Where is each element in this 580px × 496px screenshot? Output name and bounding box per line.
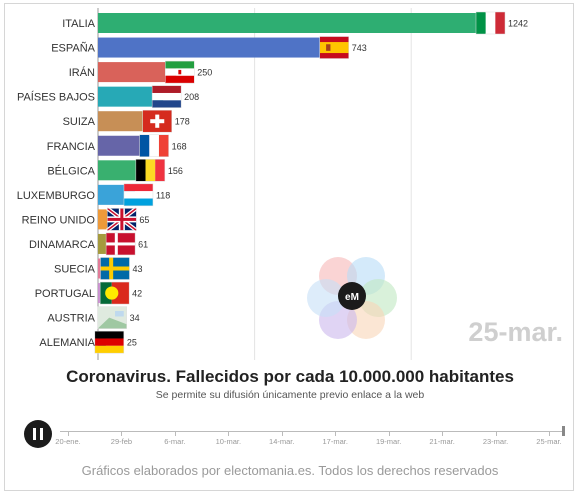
logo-text: eM bbox=[345, 292, 359, 303]
logo-center bbox=[338, 282, 366, 310]
category-label: SUECIA bbox=[54, 264, 96, 276]
category-label: LUXEMBURGO bbox=[17, 190, 96, 202]
austria-flag-icon bbox=[97, 306, 127, 329]
value-label: 156 bbox=[168, 166, 183, 176]
timeline-label[interactable]: 29-feb bbox=[110, 437, 133, 446]
timeline-label[interactable]: 21-mar. bbox=[429, 437, 455, 446]
current-date-label: 25-mar. bbox=[468, 317, 563, 347]
switzerland-flag-icon bbox=[142, 109, 173, 133]
france-flag-icon bbox=[139, 134, 169, 157]
category-label: ALEMANIA bbox=[39, 337, 95, 349]
timeline-label[interactable]: 10-mar. bbox=[215, 437, 242, 446]
value-label: 118 bbox=[156, 190, 170, 200]
timeline-label[interactable]: 17-mar. bbox=[322, 437, 348, 446]
value-label: 61 bbox=[138, 239, 148, 249]
timeline-tick bbox=[228, 432, 230, 436]
bar[interactable] bbox=[98, 37, 331, 58]
portugal-flag-icon bbox=[99, 281, 130, 305]
timeline-label[interactable]: 25-mar. bbox=[536, 437, 562, 446]
timeline-tick bbox=[335, 432, 337, 436]
category-label: ITALIA bbox=[62, 18, 95, 30]
iran-flag-icon bbox=[165, 60, 195, 84]
logo-circle bbox=[347, 301, 385, 339]
value-label: 42 bbox=[132, 289, 142, 299]
timeline-label[interactable]: 23-mar. bbox=[482, 437, 509, 446]
timeline-tick bbox=[121, 432, 123, 436]
value-label: 178 bbox=[175, 117, 190, 127]
category-label: DINAMARCA bbox=[29, 239, 96, 251]
timeline-handle[interactable] bbox=[562, 426, 565, 436]
bar[interactable] bbox=[98, 160, 147, 181]
category-label: BÉLGICA bbox=[47, 164, 95, 177]
category-label: IRÁN bbox=[69, 66, 95, 79]
value-label: 743 bbox=[352, 43, 367, 53]
chart-title: Coronavirus. Fallecidos por cada 10.000.… bbox=[66, 367, 514, 386]
germany-flag-icon bbox=[94, 330, 125, 354]
category-label: PAÍSES BAJOS bbox=[17, 91, 95, 104]
bar[interactable] bbox=[98, 13, 487, 33]
timeline-label[interactable]: 6-mar. bbox=[164, 437, 186, 446]
denmark-flag-icon bbox=[105, 232, 136, 256]
belgium-flag-icon bbox=[135, 159, 166, 182]
timeline-label[interactable]: 20-ene. bbox=[55, 437, 81, 446]
timeline-tick bbox=[174, 432, 176, 436]
bar[interactable] bbox=[98, 62, 177, 83]
netherlands-flag-icon bbox=[151, 85, 182, 108]
bar-chart: eM 25-mar. ITALIA 1242 ESPAÑA 743 IRÁN 250 PAÍ… bbox=[17, 8, 563, 360]
electomania-logo: eM bbox=[307, 257, 397, 339]
luxembourg-flag-icon bbox=[123, 183, 154, 207]
logo-circle bbox=[307, 279, 345, 317]
category-label: AUSTRIA bbox=[47, 313, 95, 325]
bar[interactable] bbox=[98, 111, 154, 132]
sweden-flag-icon bbox=[100, 257, 130, 280]
timeline-label[interactable]: 19-mar. bbox=[375, 437, 402, 446]
category-label: FRANCIA bbox=[47, 141, 96, 153]
value-label: 250 bbox=[197, 68, 212, 78]
pause-button[interactable] bbox=[24, 420, 52, 448]
uk-flag-icon bbox=[106, 206, 138, 232]
chart-subtitle: Se permite su difusión únicamente previo… bbox=[155, 389, 425, 401]
timeline-tick bbox=[388, 432, 390, 436]
value-label: 25 bbox=[127, 338, 137, 348]
bars: ITALIA 1242 ESPAÑA 743 IRÁN 250 PAÍSES BAJOS 20… bbox=[17, 11, 528, 354]
value-label: 1242 bbox=[508, 19, 528, 29]
timeline-label[interactable]: 14-mar. bbox=[269, 437, 295, 446]
timeline-axis[interactable] bbox=[60, 431, 565, 432]
category-label: ESPAÑA bbox=[51, 42, 95, 55]
value-label: 208 bbox=[184, 92, 199, 102]
pause-icon bbox=[33, 428, 36, 440]
value-label: 34 bbox=[130, 313, 140, 323]
value-label: 43 bbox=[132, 264, 142, 274]
footer-credit: Gráficos elaborados por electomania.es. … bbox=[81, 463, 499, 478]
value-label: 65 bbox=[139, 215, 149, 225]
timeline-tick bbox=[281, 432, 283, 436]
bar[interactable] bbox=[98, 86, 164, 107]
timeline-tick bbox=[442, 432, 444, 436]
bar[interactable] bbox=[98, 135, 151, 156]
category-label: REINO UNIDO bbox=[22, 214, 96, 226]
value-label: 168 bbox=[172, 141, 187, 151]
pause-icon bbox=[40, 428, 43, 440]
timeline-tick bbox=[68, 432, 69, 436]
spain-flag-icon bbox=[319, 36, 349, 59]
category-label: PORTUGAL bbox=[35, 288, 95, 300]
timeline-tick bbox=[549, 432, 550, 436]
category-label: SUIZA bbox=[63, 116, 96, 128]
italy-flag-icon bbox=[475, 11, 506, 35]
timeline-tick bbox=[495, 432, 497, 436]
